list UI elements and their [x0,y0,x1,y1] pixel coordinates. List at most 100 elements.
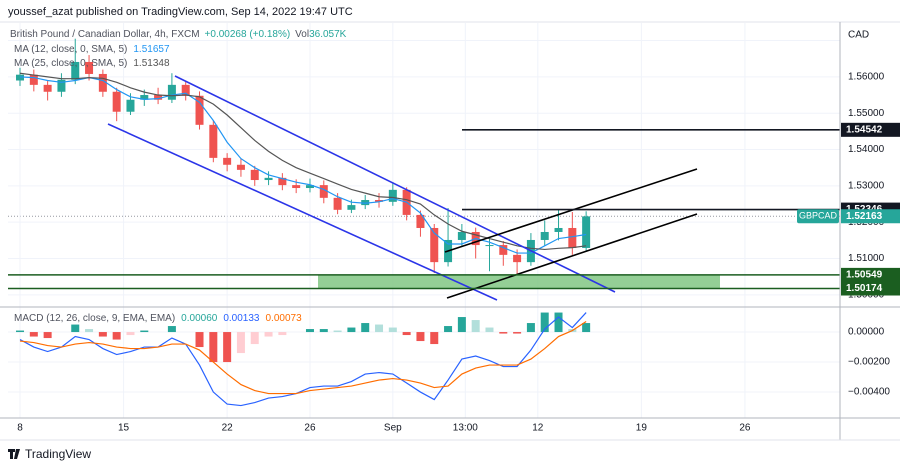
histogram-bar [305,329,314,333]
candle-body [29,74,38,85]
candle-body [554,227,563,232]
symbol-legend: British Pound / Canadian Dollar, 4h, FXC… [10,29,347,40]
candle-body [347,205,356,210]
candle-body [98,73,107,92]
candle-body [112,91,121,112]
footer-brand: TradingView [25,447,91,461]
signal-line [19,321,587,395]
y-tick-label: 1.56000 [848,72,885,83]
logo [8,449,20,459]
ma-legend: MA (12, close, 0, SMA, 5) 1.51657 [14,44,170,55]
histogram-bar [430,332,439,345]
symbol-box [797,209,839,224]
candle-body [582,216,591,248]
histogram-bar [444,326,453,333]
grid-layer [8,23,840,418]
histogram-bar [416,332,425,342]
candle-body [209,124,218,158]
x-tick-label: 26 [739,423,751,434]
signal-value: 0.00073 [265,313,302,324]
macd-title: MACD (12, 26, close, 9, EMA, EMA) [14,313,175,324]
histogram-bar [402,332,411,336]
volume: 36.057K [309,29,347,40]
price-label-box [841,281,900,296]
histogram-bar [167,326,176,333]
histogram-bar [29,332,38,337]
candle-body [223,157,232,165]
channel-line [174,75,616,293]
candle-body [540,231,549,240]
histogram-bar [71,324,80,333]
x-tick-label: 12 [532,423,544,434]
histogram-bar [126,332,135,336]
price-label-box [841,267,900,282]
histogram-bar [499,332,508,334]
candle-body [278,177,287,186]
current-price-label: 1.52163 [846,211,883,222]
histogram-bar [485,327,494,333]
channel-line [444,168,698,253]
candle-body [292,185,301,189]
candle-body [568,227,577,248]
y-tick-label: 1.55000 [848,108,885,119]
candle-body [250,169,259,181]
macd-line [19,312,587,407]
ma-name: MA (25, close, 0, SMA, 5) [14,58,127,69]
histogram-bar [112,332,121,340]
ma-line [19,72,587,251]
candle-body [457,231,466,240]
candle-body [154,95,163,100]
y-tick-label: −0.00400 [848,387,890,398]
labels-layer: 1.500001.510001.520001.530001.540001.550… [17,27,900,434]
ma-value: 1.51657 [133,44,170,55]
histogram-bar [319,329,328,333]
symbol-title: British Pound / Canadian Dollar, 4h, FXC… [10,29,200,40]
y-tick-label: −0.00200 [848,357,890,368]
histogram-bar [554,312,563,333]
x-tick-label: 13:00 [453,423,478,434]
x-tick-label: Sep [384,423,402,434]
ma-legend: MA (25, close, 0, SMA, 5) 1.51348 [14,58,170,69]
drawings-layer [8,75,840,301]
histogram-bar [264,332,273,337]
axis-unit-label: CAD [848,30,869,41]
histogram-bar [85,329,94,333]
channel-line [446,213,698,299]
frame [0,21,900,441]
histogram-bar [223,332,232,363]
marks-layer [16,38,591,407]
publish-header: youssef_azat published on TradingView.co… [8,6,353,18]
candle-body [375,200,384,202]
candle-body [361,200,370,206]
ma-line [19,76,587,254]
candle-body [264,177,273,181]
candle-body [71,61,80,80]
ma-name: MA (12, close, 0, SMA, 5) [14,44,127,55]
x-tick-label: 8 [17,423,23,434]
price-label: 1.50549 [846,270,883,281]
histogram-value: 0.00060 [181,313,218,324]
x-tick-label: 22 [222,423,234,434]
footer: TradingView [8,447,91,461]
candle-body [85,61,94,74]
histogram-bar [98,332,107,337]
price-label: 1.54542 [846,124,883,135]
histogram-bar [140,330,149,333]
histogram-bar [513,332,522,334]
histogram-bar [333,330,342,333]
macd-value: 0.00133 [223,313,260,324]
histogram-bar [347,327,356,333]
channel-line [107,123,498,301]
histogram-bar [16,330,25,333]
histogram-bar [361,323,370,333]
symbol-label: GBPCAD [799,211,838,221]
y-tick-label: 0.00000 [848,327,885,338]
x-tick-label: 15 [118,423,130,434]
price-label-box [841,122,900,137]
price-label: 1.50174 [846,283,883,294]
histogram-bar [526,323,535,333]
candle-body [305,185,314,189]
macd-legend: MACD (12, 26, close, 9, EMA, EMA) 0.00060… [14,313,302,324]
